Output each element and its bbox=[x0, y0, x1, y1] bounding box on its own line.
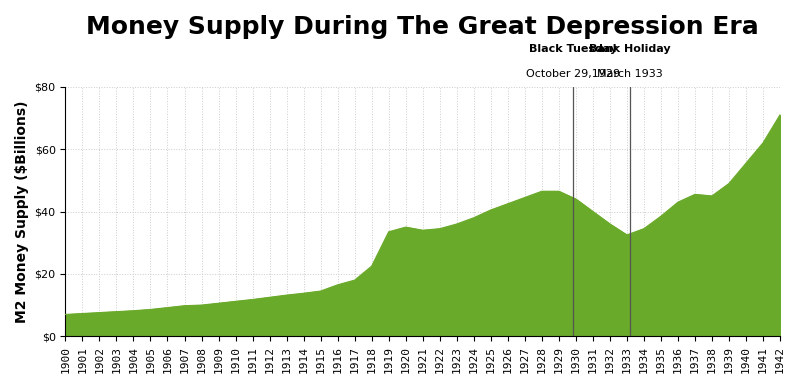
Text: October 29,1929: October 29,1929 bbox=[526, 69, 620, 79]
Text: Black Tuesday: Black Tuesday bbox=[529, 44, 617, 54]
Title: Money Supply During The Great Depression Era: Money Supply During The Great Depression… bbox=[86, 15, 759, 39]
Text: Bank Holiday: Bank Holiday bbox=[589, 44, 670, 54]
Text: March 1933: March 1933 bbox=[597, 69, 662, 79]
Y-axis label: M2 Money Supply ($Billions): M2 Money Supply ($Billions) bbox=[15, 100, 29, 323]
